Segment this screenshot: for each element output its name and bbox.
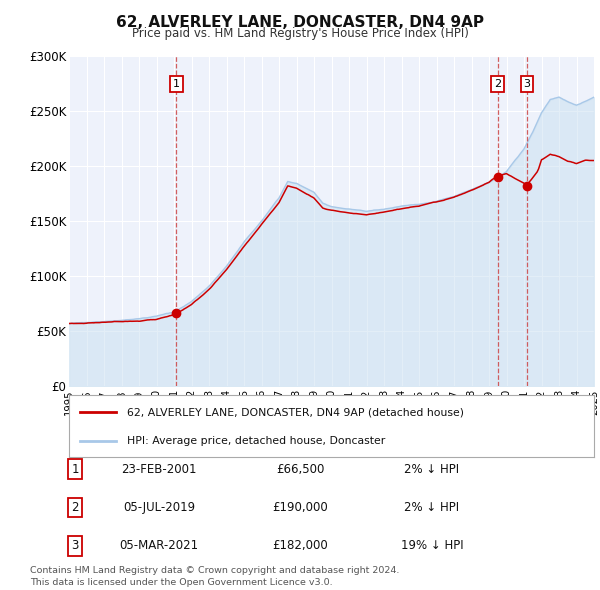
Text: 1: 1 [71, 463, 79, 476]
Text: 2: 2 [71, 501, 79, 514]
Text: 19% ↓ HPI: 19% ↓ HPI [401, 539, 463, 552]
Text: 2: 2 [494, 79, 502, 89]
Text: 3: 3 [71, 539, 79, 552]
Text: 1: 1 [173, 79, 180, 89]
Text: 2% ↓ HPI: 2% ↓ HPI [404, 501, 460, 514]
Text: 3: 3 [523, 79, 530, 89]
Text: £182,000: £182,000 [272, 539, 328, 552]
Text: £66,500: £66,500 [276, 463, 324, 476]
Text: 05-JUL-2019: 05-JUL-2019 [123, 501, 195, 514]
Text: £190,000: £190,000 [272, 501, 328, 514]
Text: 05-MAR-2021: 05-MAR-2021 [119, 539, 199, 552]
Text: 23-FEB-2001: 23-FEB-2001 [121, 463, 197, 476]
Text: 62, ALVERLEY LANE, DONCASTER, DN4 9AP (detached house): 62, ALVERLEY LANE, DONCASTER, DN4 9AP (d… [127, 407, 464, 417]
Text: Price paid vs. HM Land Registry's House Price Index (HPI): Price paid vs. HM Land Registry's House … [131, 27, 469, 40]
Text: 2% ↓ HPI: 2% ↓ HPI [404, 463, 460, 476]
Text: 62, ALVERLEY LANE, DONCASTER, DN4 9AP: 62, ALVERLEY LANE, DONCASTER, DN4 9AP [116, 15, 484, 30]
Text: Contains HM Land Registry data © Crown copyright and database right 2024.
This d: Contains HM Land Registry data © Crown c… [30, 566, 400, 587]
Text: HPI: Average price, detached house, Doncaster: HPI: Average price, detached house, Donc… [127, 435, 385, 445]
